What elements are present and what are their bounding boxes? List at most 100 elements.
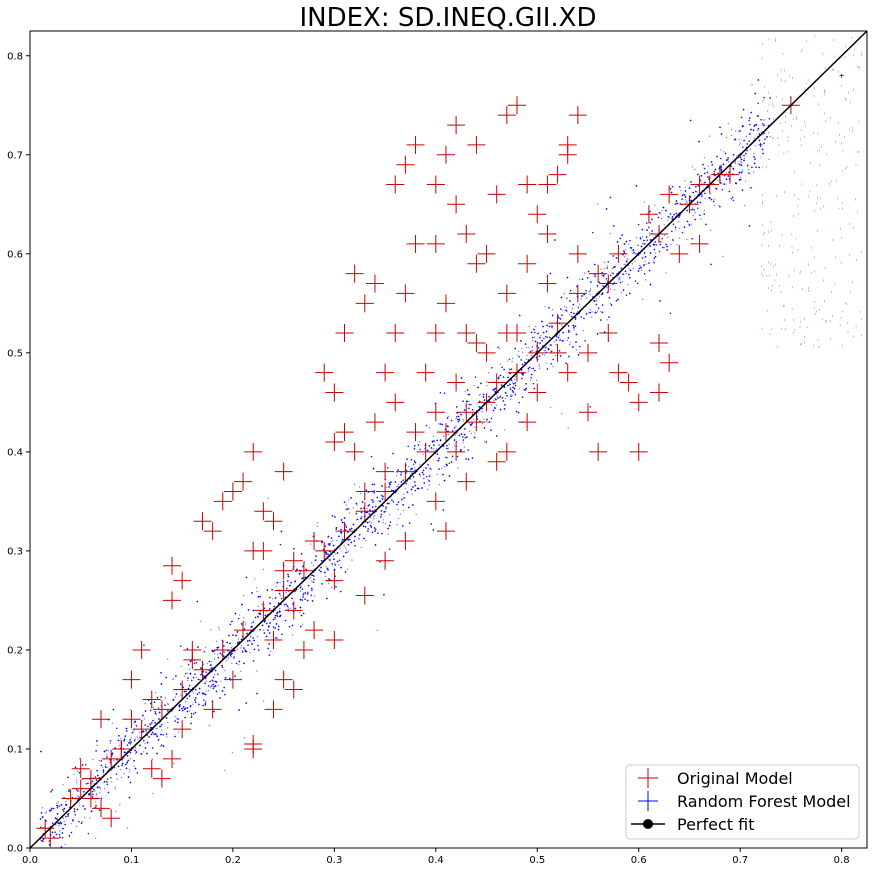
- original-point-124: [396, 462, 415, 481]
- original-point-166: [538, 274, 557, 293]
- original-point-145: [223, 670, 242, 689]
- original-point-153: [426, 403, 445, 422]
- original-point-147: [284, 551, 303, 570]
- original-point-26: [254, 502, 273, 521]
- y-tick-label-1: 0.1: [7, 744, 23, 755]
- x-tick-label-5: 0.5: [529, 855, 545, 866]
- y-tick-label-6: 0.6: [7, 249, 23, 260]
- original-point-89: [426, 492, 445, 511]
- original-point-40: [315, 363, 334, 382]
- original-point-44: [355, 294, 374, 313]
- original-point-151: [386, 393, 405, 412]
- original-point-11: [132, 640, 151, 659]
- original-point-133: [213, 640, 232, 659]
- original-point-84: [376, 462, 395, 481]
- original-point-33: [284, 680, 303, 699]
- original-point-128: [315, 541, 334, 560]
- y-tick-label-7: 0.7: [7, 150, 23, 161]
- original-point-100: [629, 393, 648, 412]
- original-point-90: [436, 522, 455, 541]
- original-point-51: [426, 175, 445, 194]
- original-point-122: [436, 423, 455, 442]
- legend-random-forest-marker: [638, 791, 658, 811]
- original-point-141: [122, 710, 141, 729]
- original-point-58: [507, 96, 526, 115]
- random-forest-cloud: [39, 35, 863, 848]
- original-point-140: [81, 769, 100, 788]
- x-tick-label-0: 0.0: [22, 855, 38, 866]
- original-point-39: [305, 621, 324, 640]
- x-tick-label-3: 0.3: [326, 855, 342, 866]
- original-point-169: [426, 324, 445, 343]
- original-point-71: [467, 254, 486, 273]
- original-point-29: [244, 541, 263, 560]
- original-point-156: [487, 373, 506, 392]
- original-point-41: [325, 383, 344, 402]
- original-model-points: [36, 96, 800, 848]
- original-point-136: [152, 700, 171, 719]
- original-point-109: [690, 234, 709, 253]
- original-point-7: [102, 809, 121, 828]
- original-point-161: [639, 205, 658, 224]
- original-point-38: [294, 640, 313, 659]
- original-point-55: [467, 135, 486, 154]
- original-point-87: [376, 551, 395, 570]
- original-point-50: [406, 135, 425, 154]
- original-point-3: [71, 759, 90, 778]
- original-point-79: [457, 324, 476, 343]
- original-point-61: [538, 175, 557, 194]
- x-tick-label-4: 0.4: [428, 855, 444, 866]
- original-point-155: [467, 413, 486, 432]
- original-point-67: [518, 254, 537, 273]
- original-point-54: [447, 116, 466, 135]
- plot-frame: [29, 30, 868, 849]
- original-point-106: [650, 383, 669, 402]
- original-point-2: [61, 789, 80, 808]
- original-point-139: [102, 749, 121, 768]
- original-point-93: [497, 442, 516, 461]
- original-point-104: [629, 442, 648, 461]
- original-point-60: [528, 205, 547, 224]
- original-point-99: [609, 363, 628, 382]
- original-point-83: [345, 442, 364, 461]
- original-point-52: [436, 145, 455, 164]
- original-point-126: [355, 502, 374, 521]
- original-point-72: [426, 234, 445, 253]
- original-point-13: [152, 769, 171, 788]
- y-tick-label-3: 0.3: [7, 546, 23, 557]
- x-tick-label-1: 0.1: [124, 855, 140, 866]
- original-point-68: [477, 244, 496, 263]
- original-point-152: [406, 423, 425, 442]
- original-point-59: [518, 175, 537, 194]
- original-point-10: [122, 670, 141, 689]
- original-point-20: [193, 512, 212, 531]
- original-point-69: [497, 284, 516, 303]
- original-point-130: [274, 581, 293, 600]
- legend-original-marker: [638, 768, 658, 788]
- original-point-21: [203, 522, 222, 541]
- original-point-146: [264, 631, 283, 650]
- original-point-45: [365, 274, 384, 293]
- original-point-57: [497, 106, 516, 125]
- original-point-158: [548, 343, 567, 362]
- perfect-fit-line: [29, 30, 868, 849]
- original-point-144: [203, 700, 222, 719]
- original-point-32: [264, 700, 283, 719]
- original-point-101: [619, 373, 638, 392]
- original-point-43: [345, 264, 364, 283]
- original-point-8: [92, 710, 111, 729]
- original-point-92: [487, 452, 506, 471]
- original-point-74: [406, 234, 425, 253]
- original-point-148: [305, 532, 324, 551]
- original-point-16: [163, 556, 182, 575]
- original-point-86: [355, 482, 374, 501]
- x-tick-label-2: 0.2: [225, 855, 241, 866]
- original-point-167: [497, 324, 516, 343]
- original-point-154: [447, 442, 466, 461]
- original-point-103: [589, 442, 608, 461]
- original-point-77: [447, 373, 466, 392]
- original-point-76: [416, 363, 435, 382]
- original-point-149: [325, 571, 344, 590]
- original-point-23: [223, 482, 242, 501]
